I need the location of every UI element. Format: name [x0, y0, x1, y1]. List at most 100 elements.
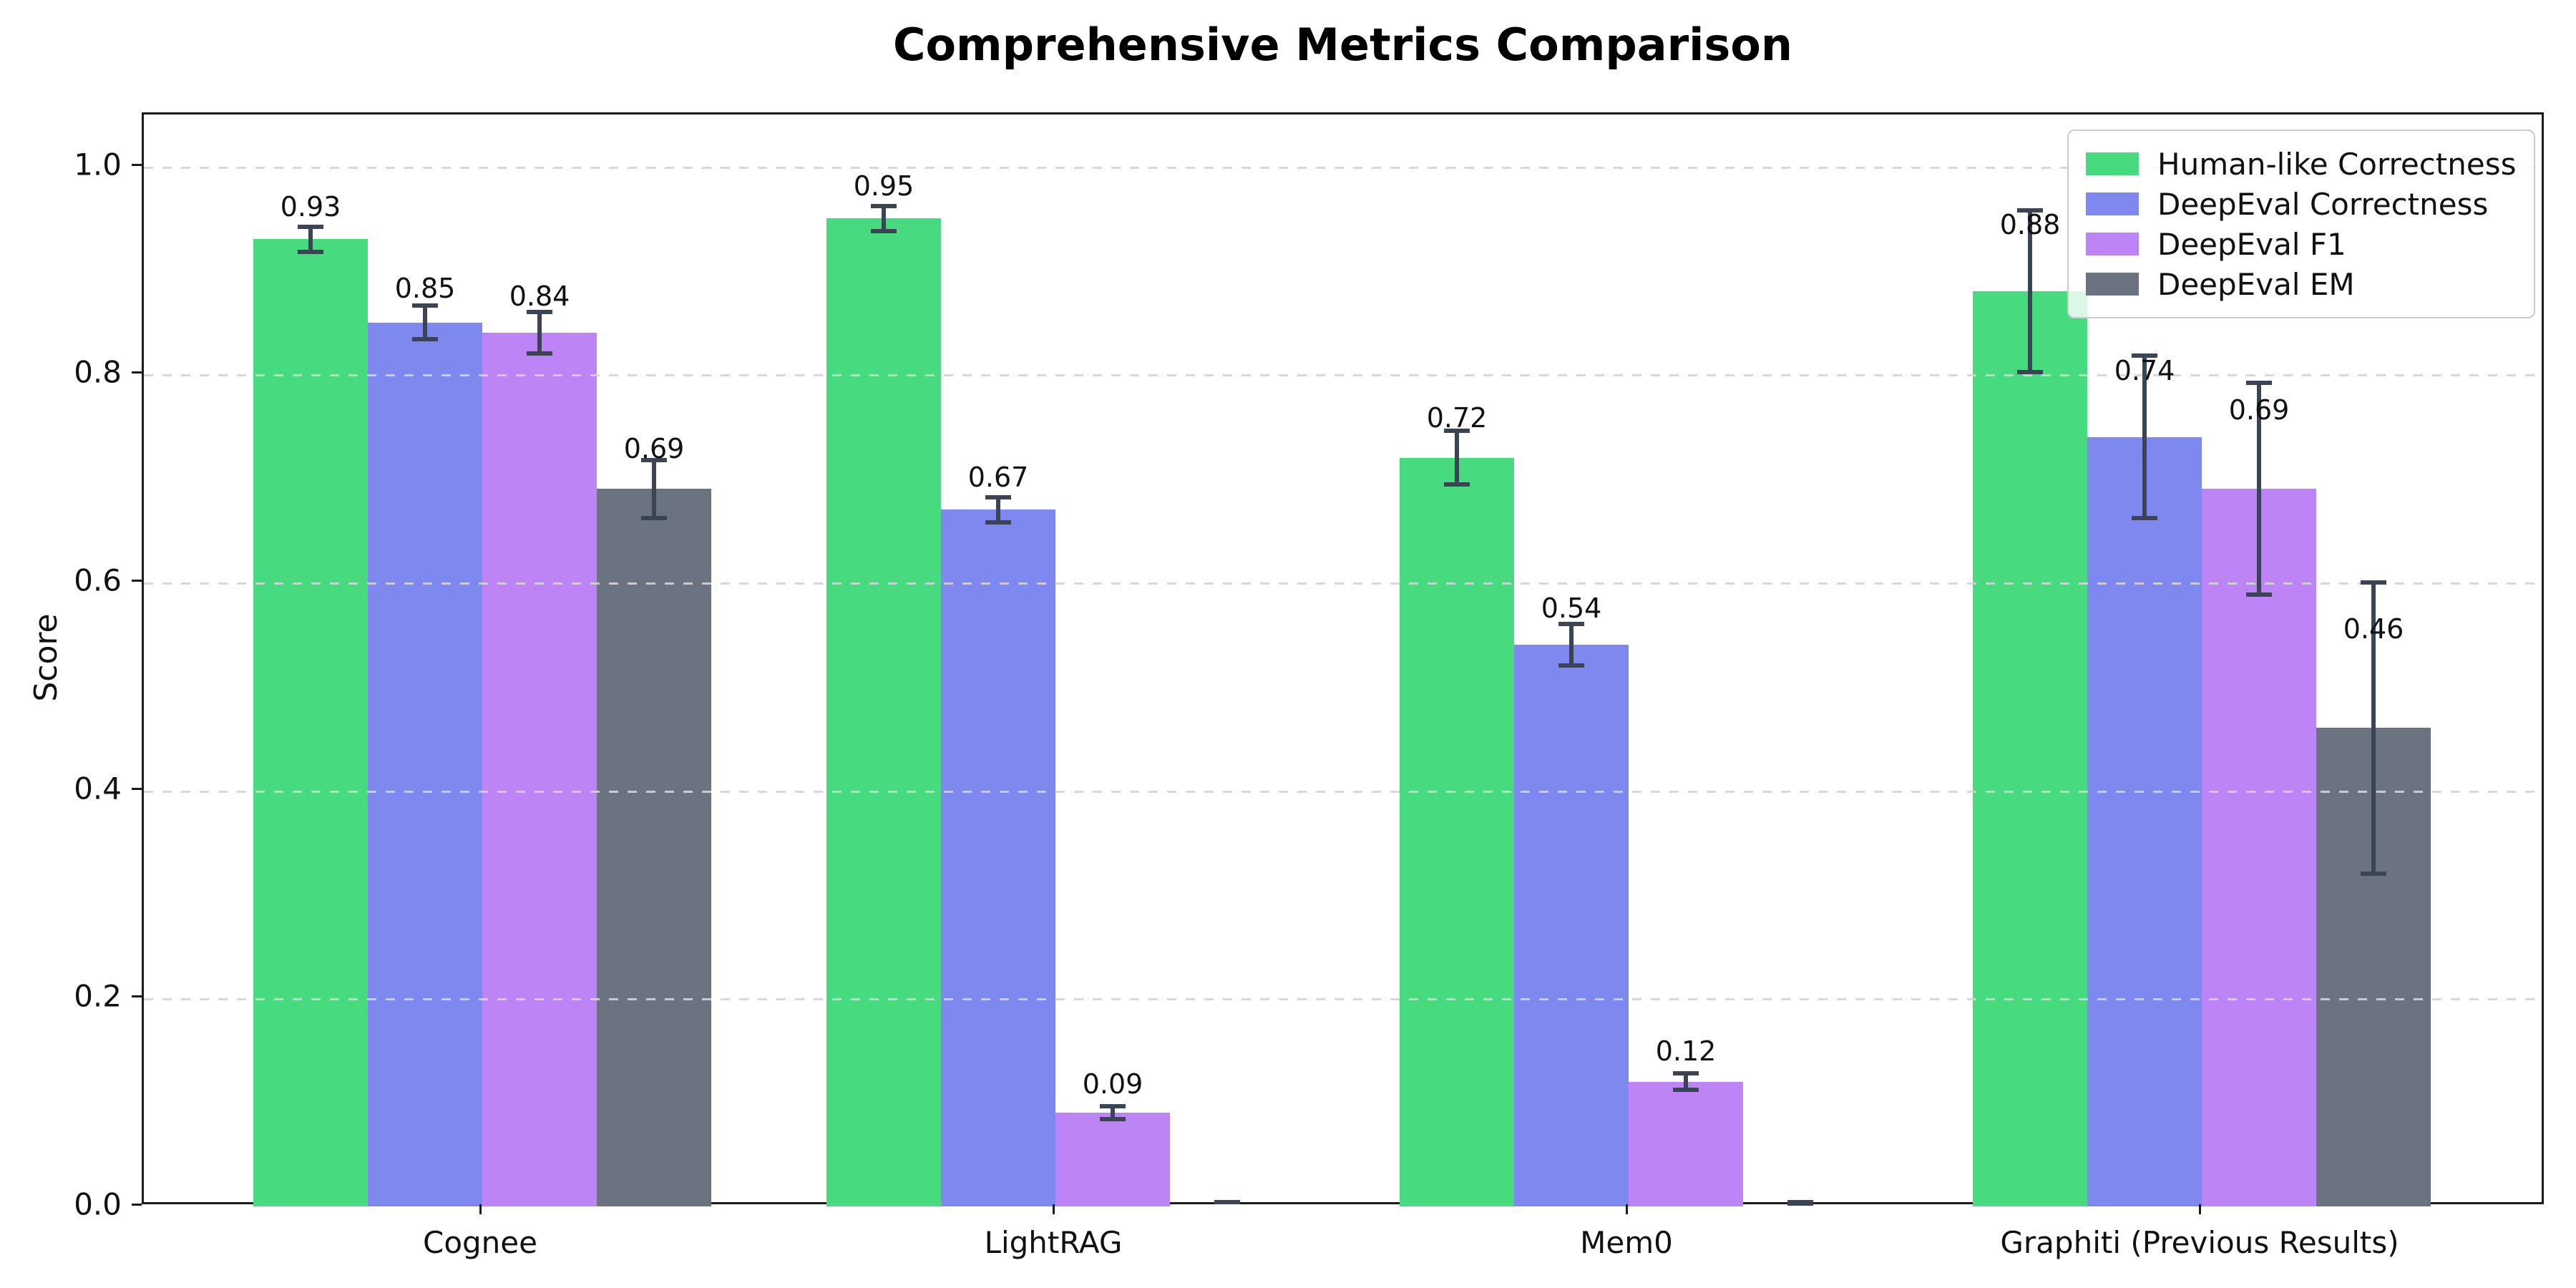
bar-human-like-correctness-cognee — [253, 239, 368, 1206]
legend-label-deepeval-em: DeepEval EM — [2157, 266, 2355, 302]
value-label-deepeval-correctness-graphiti-previous-results: 0.74 — [2114, 355, 2175, 386]
error-bar-human-like-correctness-graphiti-previous-results — [2028, 210, 2032, 373]
y-tick-mark-0.6 — [132, 580, 142, 582]
y-tick-mark-1.0 — [132, 164, 142, 166]
error-bar-human-like-correctness-mem0 — [1455, 431, 1459, 485]
x-tick-label-mem0: Mem0 — [1580, 1225, 1673, 1260]
legend-label-deepeval-f1: DeepEval F1 — [2157, 226, 2346, 262]
bar-human-like-correctness-graphiti-previous-results — [1973, 291, 2087, 1206]
bar-deepeval-em-cognee — [597, 489, 711, 1206]
error-bar-human-like-correctness-cognee-cap-top — [298, 225, 323, 229]
error-bar-human-like-correctness-lightrag-cap-top — [871, 204, 897, 208]
bar-deepeval-f1-lightrag — [1055, 1113, 1170, 1206]
value-label-deepeval-correctness-lightrag: 0.67 — [967, 462, 1029, 493]
x-tick-label-lightrag: LightRAG — [984, 1225, 1123, 1260]
x-tick-mark-cognee — [479, 1204, 482, 1214]
x-tick-label-cognee: Cognee — [423, 1225, 537, 1260]
y-tick-label-0.4: 0.4 — [74, 771, 122, 806]
gridline-0.8 — [144, 374, 2542, 376]
legend-label-human-like-correctness: Human-like Correctness — [2157, 146, 2517, 182]
legend-label-deepeval-correctness: DeepEval Correctness — [2157, 186, 2489, 222]
legend-item-human-like-correctness: Human-like Correctness — [2086, 144, 2517, 184]
error-bar-deepeval-correctness-graphiti-previous-results-cap-top — [2132, 353, 2157, 358]
y-tick-mark-0.2 — [132, 995, 142, 997]
legend-swatch-human-like-correctness — [2086, 152, 2139, 175]
error-bar-deepeval-f1-graphiti-previous-results-cap-top — [2246, 381, 2272, 385]
legend-item-deepeval-em: DeepEval EM — [2086, 264, 2517, 304]
error-bar-deepeval-em-cognee — [652, 460, 656, 518]
bar-deepeval-correctness-mem0 — [1514, 645, 1629, 1206]
legend-item-deepeval-f1: DeepEval F1 — [2086, 224, 2517, 264]
error-bar-deepeval-em-graphiti-previous-results-cap-top — [2361, 580, 2386, 585]
y-tick-label-0.8: 0.8 — [74, 354, 122, 390]
error-bar-deepeval-correctness-lightrag — [996, 497, 1000, 522]
y-tick-label-0.0: 0.0 — [74, 1186, 122, 1222]
bar-deepeval-f1-graphiti-previous-results — [2202, 489, 2316, 1206]
error-bar-deepeval-f1-mem0-cap-bottom — [1673, 1088, 1699, 1092]
bar-deepeval-correctness-cognee — [368, 323, 482, 1206]
x-tick-mark-mem0 — [1626, 1204, 1628, 1214]
error-bar-human-like-correctness-lightrag — [882, 206, 886, 231]
error-bar-deepeval-f1-mem0-cap-top — [1673, 1071, 1699, 1075]
legend-swatch-deepeval-f1 — [2086, 233, 2139, 255]
value-label-human-like-correctness-lightrag: 0.95 — [853, 170, 914, 202]
bar-human-like-correctness-lightrag — [826, 218, 941, 1206]
y-tick-mark-0.8 — [132, 371, 142, 374]
error-bar-deepeval-correctness-graphiti-previous-results-cap-bottom — [2132, 516, 2157, 520]
bar-deepeval-f1-cognee — [482, 333, 597, 1206]
error-bar-deepeval-correctness-cognee — [423, 306, 427, 339]
error-bar-deepeval-correctness-lightrag-cap-top — [985, 495, 1011, 499]
error-bar-deepeval-f1-cognee-cap-top — [527, 310, 552, 314]
error-bar-deepeval-correctness-mem0 — [1569, 624, 1574, 665]
error-bar-deepeval-f1-lightrag-cap-bottom — [1100, 1117, 1126, 1121]
error-bar-deepeval-correctness-graphiti-previous-results — [2142, 356, 2147, 518]
value-label-human-like-correctness-graphiti-previous-results: 0.88 — [1999, 209, 2061, 240]
legend-swatch-deepeval-correctness — [2086, 192, 2139, 215]
value-label-deepeval-em-graphiti-previous-results: 0.46 — [2343, 613, 2404, 645]
error-bar-deepeval-em-mem0-cap-bottom — [1787, 1200, 1813, 1204]
value-label-deepeval-correctness-mem0: 0.54 — [1541, 592, 1602, 624]
x-tick-mark-graphiti-previous-results — [2199, 1204, 2201, 1214]
y-tick-label-0.6: 0.6 — [74, 562, 122, 598]
error-bar-human-like-correctness-mem0-cap-top — [1444, 429, 1470, 433]
error-bar-deepeval-f1-graphiti-previous-results-cap-bottom — [2246, 592, 2272, 597]
value-label-human-like-correctness-cognee: 0.93 — [280, 191, 341, 223]
error-bar-human-like-correctness-cognee-cap-bottom — [298, 250, 323, 254]
legend-swatch-deepeval-em — [2086, 273, 2139, 296]
y-tick-label-0.2: 0.2 — [74, 978, 122, 1014]
error-bar-deepeval-f1-mem0 — [1684, 1073, 1688, 1090]
error-bar-deepeval-em-graphiti-previous-results — [2371, 582, 2376, 874]
error-bar-deepeval-f1-graphiti-previous-results — [2257, 383, 2261, 595]
value-label-human-like-correctness-mem0: 0.72 — [1426, 402, 1488, 434]
value-label-deepeval-em-cognee: 0.69 — [623, 433, 685, 464]
legend-item-deepeval-correctness: DeepEval Correctness — [2086, 184, 2517, 224]
bar-human-like-correctness-mem0 — [1400, 458, 1514, 1206]
gridline-0.2 — [144, 998, 2542, 1000]
error-bar-deepeval-em-graphiti-previous-results-cap-bottom — [2361, 872, 2386, 876]
y-tick-label-1.0: 1.0 — [74, 147, 122, 182]
error-bar-deepeval-f1-lightrag-cap-top — [1100, 1104, 1126, 1108]
error-bar-deepeval-correctness-mem0-cap-bottom — [1558, 663, 1584, 668]
bar-deepeval-correctness-lightrag — [941, 509, 1055, 1206]
error-bar-deepeval-em-cognee-cap-top — [641, 458, 667, 462]
error-bar-deepeval-em-lightrag-cap-bottom — [1214, 1200, 1240, 1204]
error-bar-deepeval-correctness-mem0-cap-top — [1558, 622, 1584, 626]
error-bar-human-like-correctness-graphiti-previous-results-cap-top — [2017, 208, 2043, 213]
value-label-deepeval-f1-mem0: 0.12 — [1655, 1035, 1717, 1067]
error-bar-deepeval-correctness-cognee-cap-bottom — [412, 337, 438, 341]
chart-title: Comprehensive Metrics Comparison — [892, 19, 1793, 71]
error-bar-deepeval-f1-lightrag — [1111, 1106, 1115, 1118]
error-bar-human-like-correctness-graphiti-previous-results-cap-bottom — [2017, 370, 2043, 374]
bar-deepeval-correctness-graphiti-previous-results — [2087, 437, 2202, 1206]
y-tick-mark-0.0 — [132, 1204, 142, 1206]
value-label-deepeval-correctness-cognee: 0.85 — [394, 273, 456, 304]
gridline-0.6 — [144, 582, 2542, 585]
error-bar-human-like-correctness-cognee — [308, 227, 313, 252]
bar-deepeval-f1-mem0 — [1629, 1082, 1743, 1206]
error-bar-human-like-correctness-mem0-cap-bottom — [1444, 482, 1470, 487]
error-bar-deepeval-f1-cognee-cap-bottom — [527, 351, 552, 356]
value-label-deepeval-f1-cognee: 0.84 — [509, 280, 570, 312]
y-tick-mark-0.4 — [132, 788, 142, 790]
value-label-deepeval-f1-lightrag: 0.09 — [1082, 1068, 1143, 1100]
